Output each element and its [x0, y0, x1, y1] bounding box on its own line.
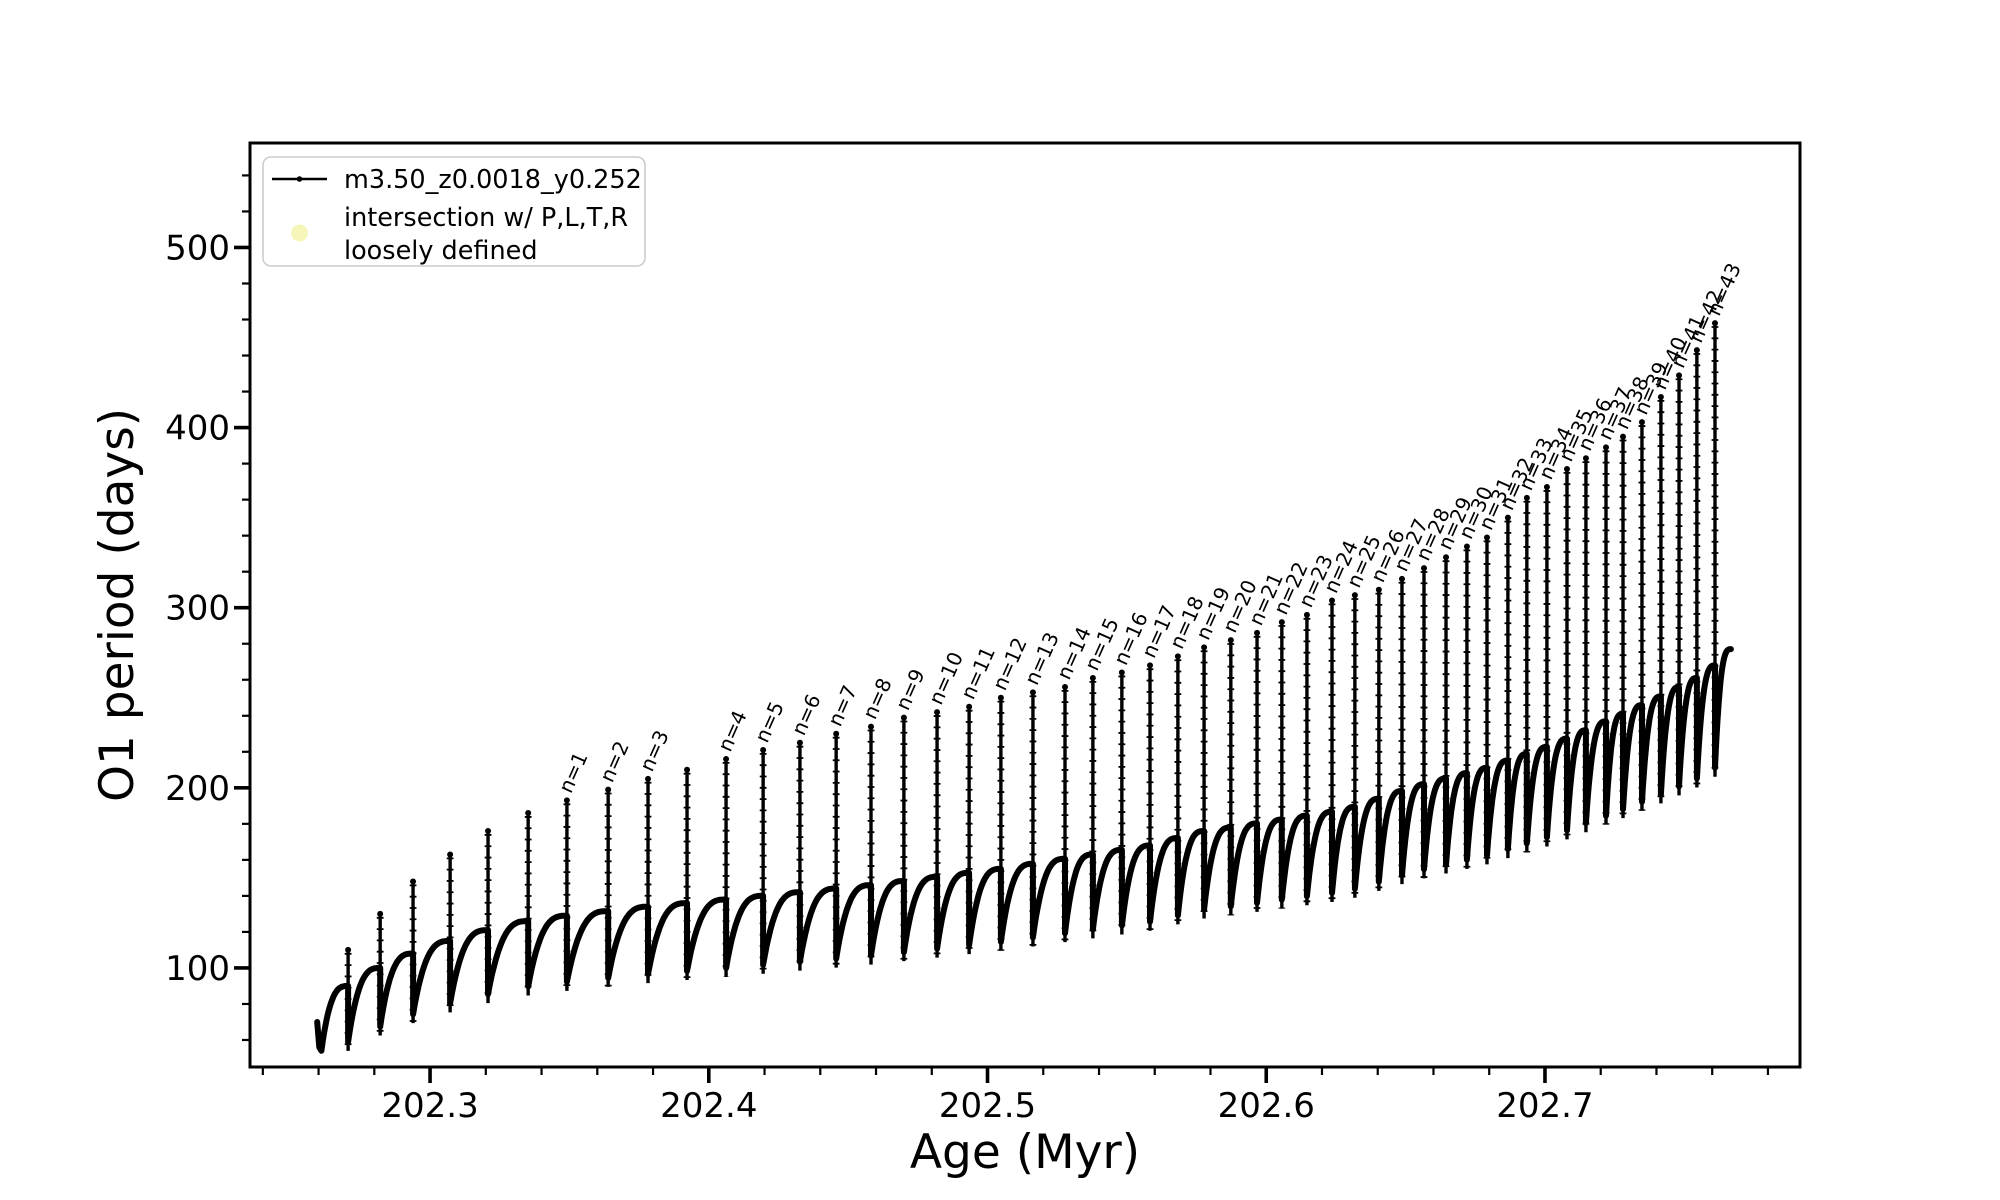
x-tick-label: 202.3 [381, 1086, 478, 1126]
spike-peak-dot [934, 709, 941, 716]
spike-peak-dot [1329, 597, 1336, 604]
y-tick-label: 400 [165, 409, 230, 449]
spike-label-group: n=1 n=2 n=3 n=4n=5n=6n=7n=8n=9n=10n=11n=12n… [554, 259, 1746, 796]
spike-peak-dot [1523, 494, 1530, 501]
spike-peak-dot [377, 910, 384, 917]
spike-peak-dot [900, 714, 907, 721]
spike-peak-dot [1657, 393, 1664, 400]
spike-peak-dot [563, 797, 570, 804]
spike-peak-dot [1303, 611, 1310, 618]
legend-intersection-marker [291, 224, 308, 242]
spike-peak-dot [1603, 444, 1610, 451]
spike-peak-dot [1563, 466, 1570, 473]
spike-peak-dot [1443, 554, 1450, 561]
x-tick-label: 202.4 [660, 1086, 757, 1126]
x-axis-label: Age (Myr) [910, 1125, 1140, 1180]
spike-peak-dot [868, 723, 875, 730]
spike-peak-dot [796, 739, 803, 746]
spike-peak-dot [1061, 683, 1068, 690]
spike-peak-dot [997, 694, 1004, 701]
legend-series-label: m3.50_z0.0018_y0.252 [344, 165, 642, 195]
spike-peak-dot [1420, 565, 1427, 572]
y-tick-label: 200 [165, 769, 230, 809]
spike-peak-dot [1201, 644, 1208, 651]
spike-peak-dot [1483, 534, 1490, 541]
spike-peak-dot [1375, 586, 1382, 593]
spike-peak-dot [760, 746, 767, 753]
spike-peak-dot [1227, 637, 1234, 644]
y-tick-label: 100 [165, 949, 230, 989]
spike-peak-dot [410, 878, 417, 885]
spike-peak-dot [1582, 455, 1589, 462]
spike-peak-dot [1620, 433, 1627, 440]
spike-peak-dot [645, 775, 652, 782]
spike-peak-dot [1351, 592, 1358, 599]
spike-peak-dot [1278, 619, 1285, 626]
spike-peak-dot [1254, 629, 1261, 636]
legend-intersection-label-line1: intersection w/ P,L,T,R [344, 203, 628, 233]
spike-peak-dot [1693, 347, 1700, 354]
spike-peak-dot [723, 756, 730, 762]
spike-peak-dot [1398, 575, 1405, 582]
spike-group [344, 320, 1719, 1051]
y-axis-label: O1 period (days) [90, 408, 145, 802]
spike-peak-dot [1174, 653, 1181, 660]
spike-peak-dot [605, 786, 612, 793]
y-tick-label: 500 [165, 228, 230, 268]
spike-peak-dot [1147, 662, 1154, 669]
x-tick-label: 202.7 [1496, 1086, 1593, 1126]
spike-peak-dot [1504, 514, 1511, 521]
spike-peak-dot [1029, 689, 1036, 696]
spike-peak-dot [1118, 669, 1125, 676]
legend-intersection-label-line2: loosely defined [344, 236, 538, 266]
y-tick-label: 300 [165, 589, 230, 629]
spike-peak-dot [525, 810, 532, 817]
x-tick-label: 202.5 [939, 1086, 1036, 1126]
series-baseline-path [314, 646, 1734, 1054]
spike-peak-dot [966, 703, 973, 710]
spike-peak-dot [447, 851, 454, 858]
spike-peak-dot [1676, 372, 1683, 379]
spike-peak-dot [1638, 419, 1645, 426]
legend-line-marker-dot [296, 176, 303, 182]
legend: m3.50_z0.0018_y0.252 intersection w/ P,L,… [262, 156, 646, 267]
spike-peak-dot [1543, 484, 1550, 491]
spike-peak-dot [485, 828, 492, 835]
spike-peak-dot [684, 766, 691, 773]
spike-peak-dot [833, 730, 840, 737]
x-tick-label: 202.6 [1218, 1086, 1315, 1126]
axes-frame [248, 141, 1802, 1069]
spike-peak-dot [1463, 543, 1470, 550]
legend-box [262, 156, 646, 267]
spike-peak-dot [345, 946, 352, 953]
spike-peak-dot [1089, 674, 1096, 681]
spike-peak-dot [1711, 320, 1718, 327]
